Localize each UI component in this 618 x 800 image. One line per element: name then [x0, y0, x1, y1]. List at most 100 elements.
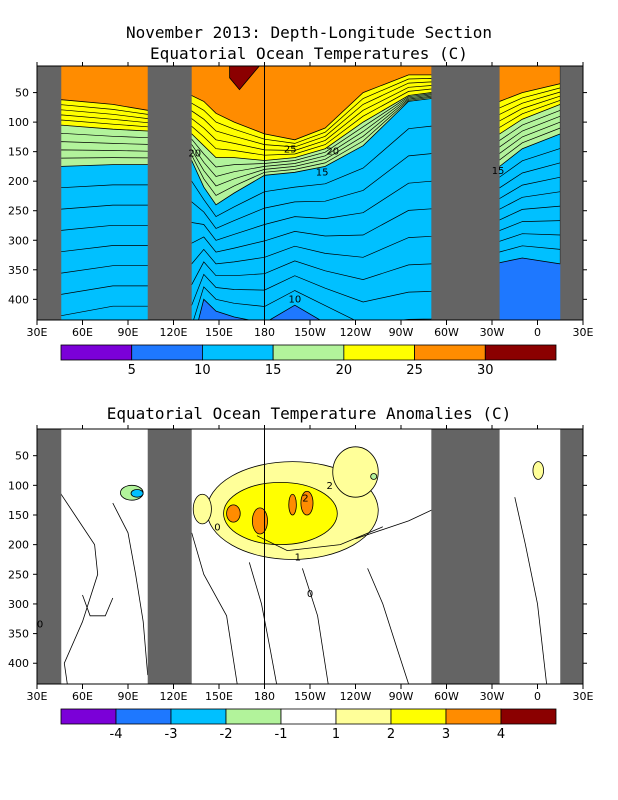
y-tick-label: 400: [8, 657, 29, 670]
contour-label: 20: [188, 148, 201, 159]
anomaly-patch: [192, 493, 212, 525]
colorbar-swatch: [484, 344, 557, 361]
x-tick-label: 60E: [72, 326, 93, 339]
x-tick-label: 180: [254, 690, 275, 703]
colorbar-swatch: [272, 344, 345, 361]
colorbar-swatch: [225, 708, 282, 725]
chart-subtitle: Equatorial Ocean Temperatures (C): [150, 44, 468, 63]
x-tick-label: 90W: [389, 326, 414, 339]
land-mask: [560, 66, 583, 320]
y-tick-label: 300: [8, 234, 29, 247]
x-tick-label: 60W: [434, 690, 459, 703]
x-tick-label: 30E: [27, 690, 48, 703]
anomaly-patch: [370, 473, 378, 480]
colorbar-label: 1: [332, 727, 340, 742]
x-tick-label: 90E: [118, 690, 139, 703]
y-tick-label: 200: [8, 539, 29, 552]
y-tick-label: 50: [15, 87, 29, 100]
x-tick-label: 120W: [340, 326, 372, 339]
x-tick-label: 150E: [205, 326, 233, 339]
x-tick-label: 0: [534, 690, 541, 703]
colorbar-label: -4: [110, 727, 123, 742]
contour-label: 25: [284, 144, 297, 155]
x-tick-label: 0: [534, 326, 541, 339]
colorbar-label: -3: [165, 727, 178, 742]
colorbar-swatch: [280, 708, 337, 725]
plot-area: 2 2 1 0 0 0: [37, 429, 583, 684]
temperature-colorbar: 5 10 15 20 25 30: [60, 344, 557, 378]
land-mask: [560, 429, 583, 684]
anomaly-contour: [514, 497, 547, 684]
warm-pool-blob: [229, 66, 260, 91]
colorbar-label: -1: [275, 727, 288, 742]
y-tick-label: 250: [8, 205, 29, 218]
x-tick-label: 150W: [294, 690, 326, 703]
anomaly-patch: [332, 446, 379, 498]
colorbar-label: 25: [406, 363, 423, 378]
y-tick-label: 100: [8, 116, 29, 129]
x-tick-label: 180: [254, 326, 275, 339]
colorbar-label: -2: [220, 727, 233, 742]
anomaly-contour: [302, 568, 329, 684]
colorbar-label: 5: [128, 363, 136, 378]
land-mask: [431, 66, 500, 320]
contour-label: 15: [492, 166, 505, 177]
x-tick-label: 60E: [72, 690, 93, 703]
colorbar-swatch: [202, 344, 274, 361]
colorbar-swatch: [445, 708, 502, 725]
contour-label: 0: [214, 522, 220, 533]
y-tick-label: 150: [8, 146, 29, 159]
colorbar-label: 4: [497, 727, 505, 742]
colorbar-label: 15: [265, 363, 282, 378]
colorbar-swatch: [414, 344, 486, 361]
colorbar-label: 20: [336, 363, 353, 378]
contour-label: 10: [288, 294, 301, 305]
colorbar-label: 2: [387, 727, 395, 742]
contour-label: 1: [295, 553, 301, 564]
anomaly-title: Equatorial Ocean Temperature Anomalies (…: [107, 404, 512, 423]
colorbar-swatch: [115, 708, 172, 725]
x-tick-label: 90E: [118, 326, 139, 339]
x-tick-label: 120E: [160, 326, 188, 339]
x-tick-label: 150W: [294, 326, 326, 339]
colorbar-swatch: [60, 708, 117, 725]
colorbar-swatch: [170, 708, 227, 725]
anomaly-contour: [256, 526, 383, 552]
x-tick-label: 60W: [434, 326, 459, 339]
anomaly-patch: [251, 507, 268, 535]
y-tick-label: 100: [8, 479, 29, 492]
land-mask: [147, 66, 192, 320]
x-tick-label: 90W: [389, 690, 414, 703]
anomaly-patch: [226, 504, 241, 523]
y-tick-label: 400: [8, 293, 29, 306]
anomaly-contour: [191, 532, 238, 684]
anomaly-contour: [248, 562, 277, 684]
chart-title: November 2013: Depth-Longitude Section: [126, 23, 492, 42]
anomaly-patch: [288, 493, 297, 516]
colorbar-swatch: [131, 344, 203, 361]
contour-label: 15: [316, 167, 329, 178]
colorbar-swatch: [335, 708, 392, 725]
colorbar-swatch: [500, 708, 557, 725]
y-tick-label: 350: [8, 264, 29, 277]
anomaly-patch: [130, 489, 144, 498]
contour-label: 0: [37, 620, 43, 631]
land-mask: [37, 66, 62, 320]
x-tick-label: 30E: [573, 690, 594, 703]
colorbar-swatch: [390, 708, 447, 725]
y-tick-label: 250: [8, 568, 29, 581]
anomaly-contour: [367, 568, 409, 684]
colorbar-swatch: [343, 344, 415, 361]
x-tick-label: 120W: [340, 690, 372, 703]
x-tick-label: 30W: [480, 690, 505, 703]
colorbar-swatch: [60, 344, 133, 361]
land-mask: [431, 429, 500, 684]
x-tick-label: 120E: [160, 690, 188, 703]
x-tick-label: 30E: [573, 326, 594, 339]
anomaly-patch: [532, 461, 544, 480]
contour-label: 20: [326, 147, 339, 158]
anomaly-contour: [82, 594, 114, 617]
temperature-panel: 20 25 20 15 15 10 30E 60E 90E 120E 150E 180 150W 120W…: [8, 62, 594, 339]
